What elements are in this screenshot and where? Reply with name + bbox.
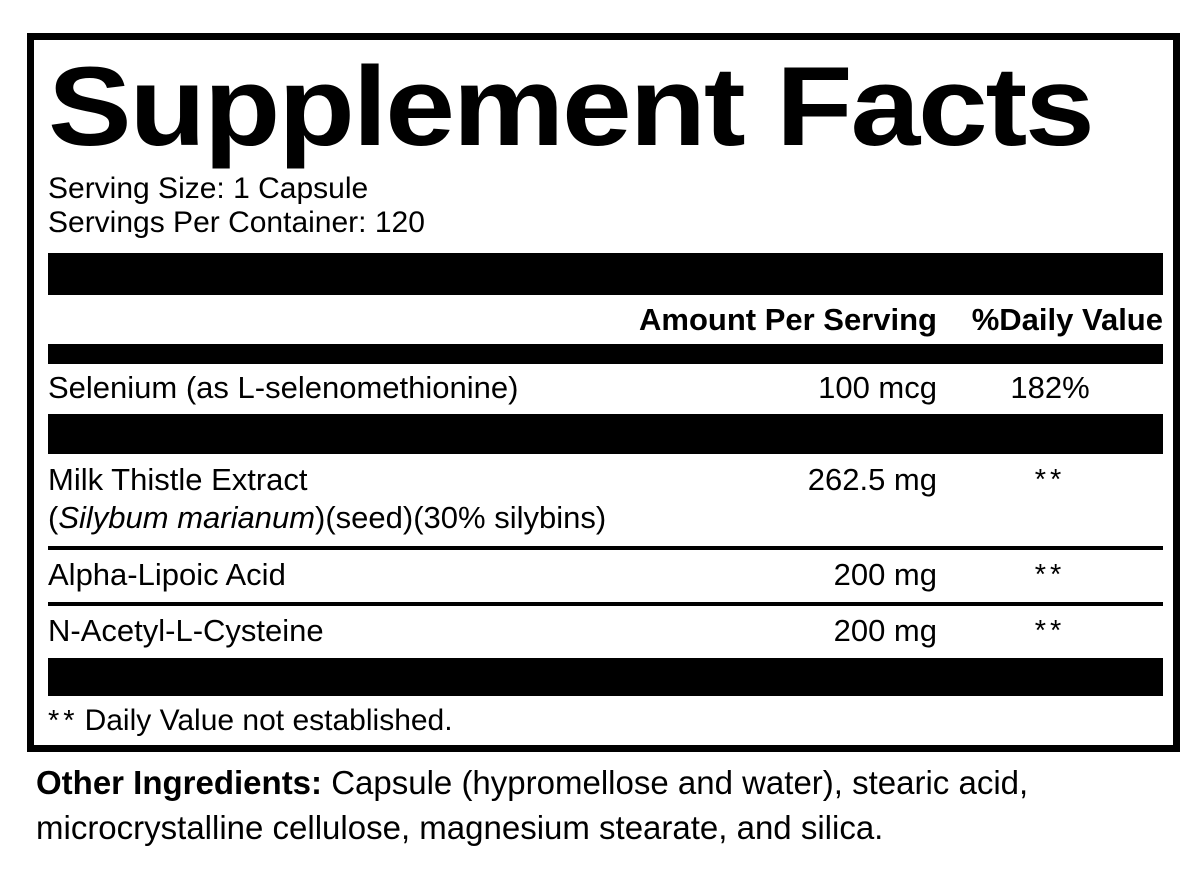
separator-bar-thick <box>48 658 1163 697</box>
ingredient-name: N-Acetyl-L-Cysteine <box>48 613 324 649</box>
ingredient-name: Milk Thistle Extract (Silybum marianum)(… <box>48 461 747 537</box>
row-divider <box>48 602 1163 607</box>
daily-value: ** <box>1034 464 1066 497</box>
ingredient-name-line1: Milk Thistle Extract <box>48 462 308 498</box>
supplement-facts-panel: Supplement Facts Serving Size: 1 Capsule… <box>27 33 1180 752</box>
ingredient-row-milk-thistle: Milk Thistle Extract (Silybum marianum)(… <box>48 454 1163 546</box>
column-header-row: Amount Per Serving %Daily Value <box>48 295 1163 344</box>
footnote-marker: ** <box>48 705 79 738</box>
other-ingredients-text: Capsule (hypromellose and water), steari… <box>36 764 1029 846</box>
amount-value: 200 mg <box>833 557 937 593</box>
botanical-name: Silybum marianum <box>58 500 316 536</box>
ingredient-row-selenium: Selenium (as L-selenomethionine) 100 mcg… <box>48 364 1163 414</box>
ingredient-name: Selenium (as L-selenomethionine) <box>48 370 519 406</box>
panel-title: Supplement Facts <box>48 44 1095 169</box>
ingredient-row-n-acetyl-l-cysteine: N-Acetyl-L-Cysteine 200 mg ** <box>48 606 1163 658</box>
amount-value: 100 mcg <box>818 370 937 406</box>
ingredient-name-line2: (Silybum marianum)(seed)(30% silybins) <box>48 500 607 536</box>
amount-value: 262.5 mg <box>807 462 937 498</box>
amount-per-serving-header: Amount Per Serving <box>639 302 937 338</box>
separator-bar-thin <box>48 344 1163 365</box>
daily-value-header: %Daily Value <box>971 302 1163 338</box>
daily-value-footnote: ** Daily Value not established. <box>48 696 1163 738</box>
footnote-text: Daily Value not established. <box>84 704 453 738</box>
separator-bar-thick <box>48 414 1163 455</box>
serving-size-line: Serving Size: 1 Capsule <box>48 172 369 206</box>
separator-bar-thick <box>48 253 1163 296</box>
other-ingredients: Other Ingredients: Capsule (hypromellose… <box>36 760 1186 850</box>
daily-value: ** <box>1034 559 1066 592</box>
ingredient-row-alpha-lipoic-acid: Alpha-Lipoic Acid 200 mg ** <box>48 550 1163 602</box>
servings-per-container-line: Servings Per Container: 120 <box>48 206 425 240</box>
daily-value: ** <box>1034 615 1066 648</box>
row-divider <box>48 546 1163 551</box>
other-ingredients-label: Other Ingredients: <box>36 764 323 801</box>
serving-info: Serving Size: 1 Capsule Servings Per Con… <box>48 172 1163 240</box>
amount-value: 200 mg <box>833 613 937 649</box>
ingredient-name: Alpha-Lipoic Acid <box>48 557 286 593</box>
daily-value: 182% <box>1010 370 1090 406</box>
